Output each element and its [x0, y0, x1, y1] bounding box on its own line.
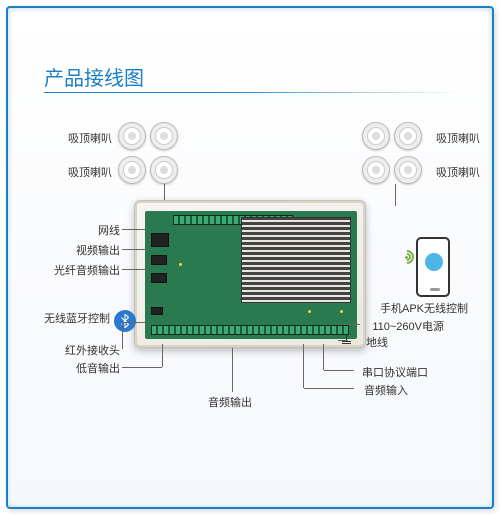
leader-line [338, 324, 360, 325]
label-ir: 红外接收头 [48, 342, 120, 358]
leader-line [122, 249, 148, 250]
speaker-icon [150, 156, 178, 184]
speaker-icon [150, 122, 178, 150]
label-phone-apk: 手机APK无线控制 [380, 300, 468, 316]
leader-line [304, 388, 354, 389]
leader-line [122, 229, 148, 230]
leader-line [303, 344, 304, 388]
title-underline [44, 92, 464, 93]
leader-line [395, 184, 396, 206]
label-speaker: 吸顶喇叭 [44, 164, 112, 180]
label-serial: 串口协议端口 [362, 364, 428, 380]
leader-line [324, 370, 354, 371]
canvas: 产品接线图 吸顶喇叭 吸顶喇叭 吸顶喇叭 吸顶喇叭 网线 视频输出 光纤音频输 [12, 12, 488, 503]
label-video-out: 视频输出 [58, 242, 120, 258]
label-optical: 光纤音频输出 [40, 262, 120, 278]
screw-dot [340, 310, 343, 313]
label-audio-in: 音频输入 [364, 382, 408, 398]
speaker-icon [362, 122, 390, 150]
screw-dot [179, 263, 182, 266]
leader-line [232, 348, 233, 392]
leader-line [122, 367, 162, 368]
label-bluetooth: 无线蓝牙控制 [30, 310, 110, 326]
label-speaker: 吸顶喇叭 [436, 130, 480, 146]
label-ground: 地线 [366, 334, 388, 350]
label-bass: 低音输出 [48, 360, 120, 376]
label-speaker: 吸顶喇叭 [44, 130, 112, 146]
port-rj45 [151, 233, 169, 247]
port-ir [151, 307, 163, 315]
vent-grille [241, 217, 351, 303]
speaker-icon [118, 156, 146, 184]
label-net: 网线 [58, 222, 120, 238]
speaker-icon [394, 156, 422, 184]
pcb [145, 211, 357, 339]
label-audio-out: 音频输出 [208, 394, 252, 410]
label-power: 110~260V电源 [372, 318, 444, 334]
speaker-icon [362, 156, 390, 184]
speaker-icon [394, 122, 422, 150]
screw-dot [308, 310, 311, 313]
leader-line [122, 269, 148, 270]
leader-line [122, 322, 146, 323]
device-panel [134, 200, 366, 348]
leader-line [323, 344, 324, 370]
phone-icon [416, 237, 450, 297]
port-video [151, 255, 167, 265]
wifi-icon [400, 250, 414, 264]
leader-line [338, 340, 348, 341]
leader-line [162, 344, 163, 367]
speaker-icon [118, 122, 146, 150]
port-optical [151, 273, 167, 283]
terminal-block-bottom [151, 325, 349, 335]
label-speaker: 吸顶喇叭 [436, 164, 480, 180]
bluetooth-icon [114, 310, 136, 332]
page-title: 产品接线图 [44, 62, 144, 91]
leader-line [122, 322, 123, 349]
